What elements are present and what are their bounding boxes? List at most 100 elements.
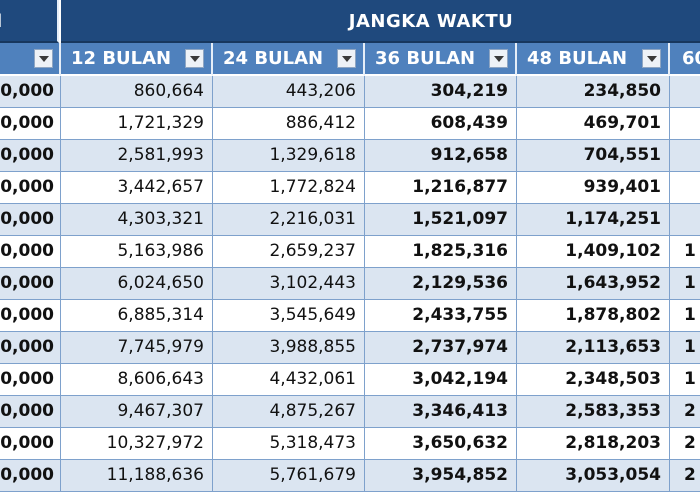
cell-24-bulan[interactable]: 2,216,031 bbox=[213, 204, 365, 235]
cell-12-bulan[interactable]: 11,188,636 bbox=[61, 460, 213, 491]
filter-dropdown-button[interactable] bbox=[34, 49, 53, 68]
cell-24-bulan[interactable]: 886,412 bbox=[213, 108, 365, 139]
header-band-left-label: l bbox=[0, 0, 2, 43]
chevron-down-icon bbox=[189, 55, 200, 62]
filter-dropdown-button[interactable] bbox=[642, 49, 661, 68]
cell-24-bulan[interactable]: 1,772,824 bbox=[213, 172, 365, 203]
table-row: 0,000 3,442,657 1,772,824 1,216,877 939,401 bbox=[0, 172, 700, 204]
cell-24-bulan[interactable]: 3,102,443 bbox=[213, 268, 365, 299]
cell-60-bulan[interactable]: 1 bbox=[684, 305, 696, 325]
cell-60-bulan[interactable]: 1 bbox=[684, 241, 696, 261]
column-header-60-bulan[interactable]: 60 bbox=[670, 43, 700, 76]
cell-principal[interactable]: 0,000 bbox=[0, 460, 61, 491]
cell-48-bulan[interactable]: 1,409,102 bbox=[517, 236, 670, 267]
cell-24-bulan[interactable]: 4,432,061 bbox=[213, 364, 365, 395]
column-header-48-bulan[interactable]: 48 BULAN bbox=[517, 43, 670, 76]
chevron-down-icon bbox=[646, 55, 657, 62]
cell-principal[interactable]: 0,000 bbox=[0, 268, 61, 299]
cell-24-bulan[interactable]: 5,318,473 bbox=[213, 428, 365, 459]
column-header-label: 36 BULAN bbox=[375, 48, 476, 69]
cell-12-bulan[interactable]: 5,163,986 bbox=[61, 236, 213, 267]
cell-principal[interactable]: 0,000 bbox=[0, 332, 61, 363]
cell-36-bulan[interactable]: 3,346,413 bbox=[365, 396, 517, 427]
cell-36-bulan[interactable]: 304,219 bbox=[365, 76, 517, 107]
cell-12-bulan[interactable]: 7,745,979 bbox=[61, 332, 213, 363]
cell-48-bulan[interactable]: 2,583,353 bbox=[517, 396, 670, 427]
cell-60-bulan[interactable]: 1 bbox=[684, 337, 696, 357]
cell-12-bulan[interactable]: 2,581,993 bbox=[61, 140, 213, 171]
cell-36-bulan[interactable]: 1,521,097 bbox=[365, 204, 517, 235]
cell-48-bulan[interactable]: 939,401 bbox=[517, 172, 670, 203]
cell-48-bulan[interactable]: 2,113,653 bbox=[517, 332, 670, 363]
cell-36-bulan[interactable]: 608,439 bbox=[365, 108, 517, 139]
cell-36-bulan[interactable]: 2,737,974 bbox=[365, 332, 517, 363]
column-header-24-bulan[interactable]: 24 BULAN bbox=[213, 43, 365, 76]
cell-principal[interactable]: 0,000 bbox=[0, 108, 61, 139]
chevron-down-icon bbox=[341, 55, 352, 62]
cell-60-bulan[interactable] bbox=[670, 108, 700, 139]
cell-60-bulan[interactable]: 2 bbox=[684, 401, 696, 421]
filter-dropdown-button[interactable] bbox=[489, 49, 508, 68]
cell-48-bulan[interactable]: 2,348,503 bbox=[517, 364, 670, 395]
cell-48-bulan[interactable]: 234,850 bbox=[517, 76, 670, 107]
cell-60-bulan[interactable]: 2 bbox=[684, 433, 696, 453]
column-header-principal[interactable] bbox=[0, 43, 61, 76]
cell-48-bulan[interactable]: 2,818,203 bbox=[517, 428, 670, 459]
cell-12-bulan[interactable]: 6,885,314 bbox=[61, 300, 213, 331]
cell-36-bulan[interactable]: 1,216,877 bbox=[365, 172, 517, 203]
filter-dropdown-button[interactable] bbox=[185, 49, 204, 68]
cell-12-bulan[interactable]: 1,721,329 bbox=[61, 108, 213, 139]
cell-60-bulan[interactable] bbox=[670, 76, 700, 107]
column-header-12-bulan[interactable]: 12 BULAN bbox=[61, 43, 213, 76]
cell-principal[interactable]: 0,000 bbox=[0, 236, 61, 267]
cell-12-bulan[interactable]: 9,467,307 bbox=[61, 396, 213, 427]
cell-60-bulan[interactable] bbox=[670, 140, 700, 171]
cell-12-bulan[interactable]: 6,024,650 bbox=[61, 268, 213, 299]
cell-12-bulan[interactable]: 10,327,972 bbox=[61, 428, 213, 459]
cell-48-bulan[interactable]: 1,878,802 bbox=[517, 300, 670, 331]
cell-36-bulan[interactable]: 2,433,755 bbox=[365, 300, 517, 331]
table-row: 0,000 6,024,650 3,102,443 2,129,536 1,643,95… bbox=[0, 268, 700, 300]
column-header-label: 48 BULAN bbox=[527, 48, 628, 69]
cell-principal[interactable]: 0,000 bbox=[0, 204, 61, 235]
cell-principal[interactable]: 0,000 bbox=[0, 172, 61, 203]
cell-36-bulan[interactable]: 1,825,316 bbox=[365, 236, 517, 267]
cell-12-bulan[interactable]: 860,664 bbox=[61, 76, 213, 107]
cell-36-bulan[interactable]: 2,129,536 bbox=[365, 268, 517, 299]
cell-24-bulan[interactable]: 3,545,649 bbox=[213, 300, 365, 331]
cell-36-bulan[interactable]: 912,658 bbox=[365, 140, 517, 171]
cell-48-bulan[interactable]: 1,174,251 bbox=[517, 204, 670, 235]
cell-principal[interactable]: 0,000 bbox=[0, 300, 61, 331]
cell-60-bulan[interactable]: 1 bbox=[684, 273, 696, 293]
column-header-36-bulan[interactable]: 36 BULAN bbox=[365, 43, 517, 76]
filter-dropdown-button[interactable] bbox=[337, 49, 356, 68]
cell-48-bulan[interactable]: 3,053,054 bbox=[517, 460, 670, 491]
cell-36-bulan[interactable]: 3,042,194 bbox=[365, 364, 517, 395]
cell-36-bulan[interactable]: 3,650,632 bbox=[365, 428, 517, 459]
cell-60-bulan[interactable] bbox=[670, 204, 700, 235]
cell-24-bulan[interactable]: 1,329,618 bbox=[213, 140, 365, 171]
cell-12-bulan[interactable]: 4,303,321 bbox=[61, 204, 213, 235]
table-row: 0,000 10,327,972 5,318,473 3,650,632 2,818,2… bbox=[0, 428, 700, 460]
cell-36-bulan[interactable]: 3,954,852 bbox=[365, 460, 517, 491]
cell-principal[interactable]: 0,000 bbox=[0, 76, 61, 107]
cell-24-bulan[interactable]: 443,206 bbox=[213, 76, 365, 107]
cell-24-bulan[interactable]: 5,761,679 bbox=[213, 460, 365, 491]
cell-principal[interactable]: 0,000 bbox=[0, 428, 61, 459]
cell-principal[interactable]: 0,000 bbox=[0, 140, 61, 171]
cell-principal[interactable]: 0,000 bbox=[0, 396, 61, 427]
cell-60-bulan[interactable]: 1 bbox=[684, 369, 696, 389]
cell-48-bulan[interactable]: 469,701 bbox=[517, 108, 670, 139]
cell-principal[interactable]: 0,000 bbox=[0, 364, 61, 395]
cell-24-bulan[interactable]: 3,988,855 bbox=[213, 332, 365, 363]
cell-12-bulan[interactable]: 3,442,657 bbox=[61, 172, 213, 203]
cell-48-bulan[interactable]: 704,551 bbox=[517, 140, 670, 171]
cell-60-bulan[interactable] bbox=[670, 172, 700, 203]
cell-48-bulan[interactable]: 1,643,952 bbox=[517, 268, 670, 299]
cell-12-bulan[interactable]: 8,606,643 bbox=[61, 364, 213, 395]
column-header-label: 24 BULAN bbox=[223, 48, 324, 69]
header-band-title: JANGKA WAKTU bbox=[348, 11, 514, 32]
cell-60-bulan[interactable]: 2 bbox=[684, 465, 696, 485]
cell-24-bulan[interactable]: 4,875,267 bbox=[213, 396, 365, 427]
cell-24-bulan[interactable]: 2,659,237 bbox=[213, 236, 365, 267]
